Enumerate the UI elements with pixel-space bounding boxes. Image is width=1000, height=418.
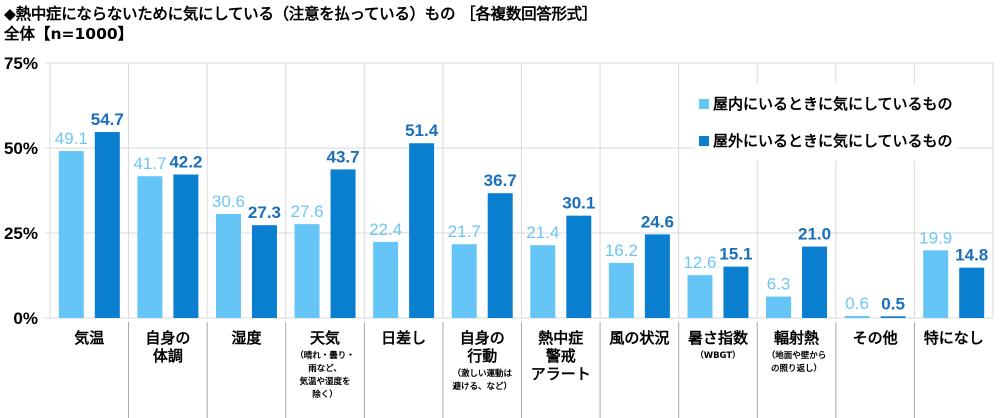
category-sublabel: 気温や湿度を bbox=[300, 376, 351, 387]
category-sublabel: （晴れ・曇り・ bbox=[295, 350, 355, 361]
category-label: 輻射熱 bbox=[774, 329, 819, 347]
bar-indoor bbox=[137, 176, 163, 318]
category-sublabel: （WBGT） bbox=[695, 350, 740, 361]
data-label-indoor: 21.4 bbox=[526, 223, 559, 242]
data-label-indoor: 27.6 bbox=[290, 202, 323, 221]
bar-outdoor bbox=[330, 169, 356, 318]
category-label: 警戒 bbox=[545, 347, 576, 365]
category-sublabel: （激しい運動は bbox=[452, 368, 512, 379]
bar-outdoor bbox=[487, 193, 513, 318]
bar-indoor bbox=[923, 250, 949, 318]
category-label: 体調 bbox=[153, 347, 183, 365]
data-label-indoor: 19.9 bbox=[919, 228, 952, 247]
bar-indoor bbox=[844, 315, 870, 318]
legend-label-outdoor: 屋外にいるときに気にしているもの bbox=[713, 132, 953, 150]
category-sublabel: 除く） bbox=[312, 389, 338, 400]
data-label-outdoor: 14.8 bbox=[955, 246, 988, 265]
data-label-indoor: 6.3 bbox=[767, 275, 791, 294]
data-label-indoor: 30.6 bbox=[212, 192, 245, 211]
y-tick-label: 75% bbox=[4, 54, 38, 73]
bar-indoor bbox=[215, 213, 241, 318]
bar-indoor bbox=[373, 241, 399, 318]
data-label-outdoor: 15.1 bbox=[719, 245, 752, 264]
category-label: その他 bbox=[853, 329, 898, 347]
legend-label-indoor: 屋内にいるときに気にしているもの bbox=[713, 95, 953, 113]
legend-item-outdoor: 屋外にいるときに気にしているもの bbox=[699, 122, 953, 159]
bar-outdoor bbox=[959, 267, 985, 318]
category-label: 自身の bbox=[145, 329, 190, 347]
category-label: 暑さ指数 bbox=[688, 329, 749, 347]
category-label: アラート bbox=[531, 365, 591, 383]
chart-subtitle: 全体【n=1000】 bbox=[4, 25, 134, 43]
legend-item-indoor: 屋内にいるときに気にしているもの bbox=[699, 85, 953, 122]
bar-outdoor bbox=[94, 132, 120, 318]
legend-swatch-outdoor bbox=[699, 135, 709, 146]
bar-outdoor bbox=[802, 246, 828, 318]
data-label-outdoor: 54.7 bbox=[91, 110, 124, 129]
y-tick-label: 50% bbox=[4, 139, 38, 158]
data-label-outdoor: 21.0 bbox=[798, 225, 831, 244]
data-label-outdoor: 24.6 bbox=[641, 212, 674, 231]
bar-outdoor bbox=[644, 234, 670, 318]
data-label-indoor: 0.6 bbox=[845, 294, 869, 313]
data-label-indoor: 41.7 bbox=[133, 154, 166, 173]
data-label-outdoor: 51.4 bbox=[405, 121, 439, 140]
data-label-indoor: 22.4 bbox=[369, 220, 402, 239]
category-label: 特になし bbox=[924, 329, 984, 347]
category-label: 天気 bbox=[310, 329, 340, 347]
category-label: 気温 bbox=[74, 329, 104, 347]
legend: 屋内にいるときに気にしているもの 屋外にいるときに気にしているもの bbox=[695, 83, 957, 161]
category-label: 湿度 bbox=[231, 329, 262, 347]
bar-outdoor bbox=[880, 316, 906, 318]
bar-outdoor bbox=[173, 174, 199, 318]
category-label: 風の状況 bbox=[609, 329, 669, 347]
bar-outdoor bbox=[409, 143, 435, 318]
data-label-outdoor: 36.7 bbox=[484, 171, 517, 190]
bar-indoor bbox=[608, 262, 634, 318]
data-label-indoor: 49.1 bbox=[55, 129, 88, 148]
bar-indoor bbox=[58, 151, 84, 318]
chart-title: ◆熱中症にならないために気にしている（注意を払っている）もの ［各複数回答形式］ bbox=[4, 5, 598, 23]
category-label: 日差し bbox=[381, 329, 426, 347]
bar-indoor bbox=[766, 296, 792, 318]
bar-outdoor bbox=[723, 266, 749, 318]
category-label: 行動 bbox=[466, 347, 497, 365]
bar-outdoor bbox=[251, 225, 277, 318]
data-label-outdoor: 0.5 bbox=[881, 294, 905, 313]
data-label-indoor: 12.6 bbox=[683, 253, 716, 272]
legend-swatch-indoor bbox=[699, 98, 709, 109]
bar-indoor bbox=[530, 245, 556, 318]
bar-indoor bbox=[294, 224, 320, 318]
data-label-indoor: 16.2 bbox=[605, 241, 638, 260]
category-sublabel: の照り返し） bbox=[771, 363, 822, 374]
data-label-outdoor: 27.3 bbox=[248, 203, 281, 222]
category-sublabel: 雨など、 bbox=[308, 363, 342, 374]
category-sublabel: 避ける、など） bbox=[452, 381, 512, 392]
bar-indoor bbox=[451, 244, 477, 318]
y-tick-label: 0% bbox=[13, 309, 38, 328]
bar-outdoor bbox=[566, 215, 592, 318]
data-label-outdoor: 30.1 bbox=[562, 194, 595, 213]
category-sublabel: （地面や壁から bbox=[767, 350, 827, 361]
data-label-outdoor: 43.7 bbox=[326, 147, 359, 166]
bar-indoor bbox=[687, 275, 713, 318]
y-tick-label: 25% bbox=[4, 224, 38, 243]
category-label: 熱中症 bbox=[538, 329, 583, 347]
data-label-outdoor: 42.2 bbox=[169, 153, 202, 172]
category-label: 自身の bbox=[460, 329, 505, 347]
data-label-indoor: 21.7 bbox=[448, 222, 481, 241]
